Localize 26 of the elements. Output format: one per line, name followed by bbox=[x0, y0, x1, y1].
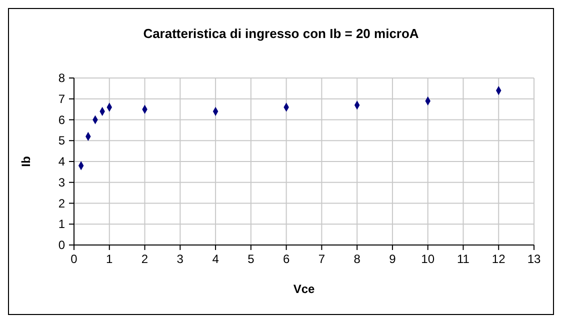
x-tick-label: 10 bbox=[421, 252, 435, 266]
y-tick-label: 2 bbox=[58, 196, 66, 210]
x-tick-label: 5 bbox=[248, 252, 255, 266]
y-tick-label: 4 bbox=[58, 154, 66, 168]
x-tick-label: 12 bbox=[492, 252, 506, 266]
x-tick-label: 7 bbox=[318, 252, 326, 266]
y-tick-label: 3 bbox=[58, 175, 66, 190]
x-tick-label: 2 bbox=[141, 252, 148, 266]
y-tick-label: 6 bbox=[58, 112, 66, 127]
x-tick-label: 11 bbox=[456, 252, 470, 266]
y-tick-label: 8 bbox=[58, 71, 66, 85]
y-axis-title: Ib bbox=[19, 156, 33, 167]
x-tick-label: 9 bbox=[389, 252, 396, 266]
x-tick-label: 6 bbox=[282, 252, 290, 266]
x-tick-label: 0 bbox=[70, 252, 78, 266]
y-tick-label: 7 bbox=[58, 92, 66, 106]
y-tick-label: 1 bbox=[58, 217, 66, 232]
x-axis-title: Vce bbox=[293, 282, 315, 296]
y-tick-label: 0 bbox=[58, 238, 66, 252]
x-tick-label: 8 bbox=[354, 252, 361, 266]
x-tick-label: 13 bbox=[527, 252, 541, 266]
x-tick-label: 1 bbox=[106, 252, 114, 266]
chart-title: Caratteristica di ingresso con Ib = 20 microA bbox=[143, 26, 420, 41]
x-tick-label: 3 bbox=[176, 252, 184, 266]
x-tick-label: 4 bbox=[212, 252, 220, 266]
y-tick-label: 5 bbox=[58, 134, 66, 148]
